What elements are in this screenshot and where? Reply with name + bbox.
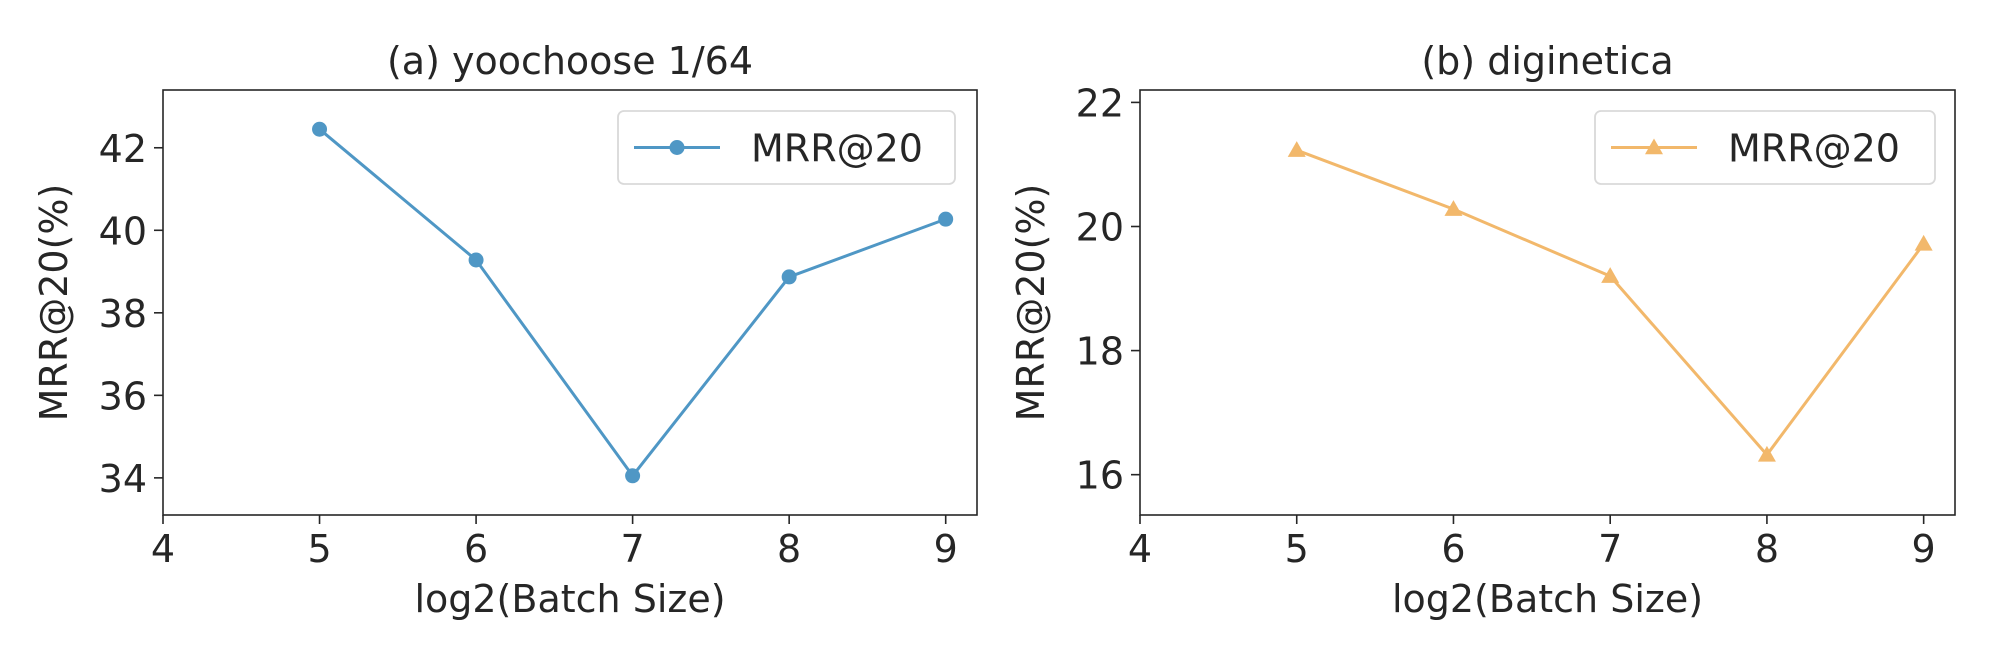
x-tick-label: 5	[307, 527, 331, 571]
y-tick-label: 20	[1076, 205, 1124, 249]
x-axis-label: log2(Batch Size)	[414, 577, 725, 621]
legend-marker	[669, 140, 685, 155]
legend-label: MRR@20	[1728, 127, 1900, 171]
y-tick-label: 38	[99, 292, 147, 336]
data-point	[1757, 445, 1776, 462]
y-tick-label: 42	[99, 127, 147, 171]
plot-frame	[1139, 89, 1956, 516]
y-axis-label: MRR@20(%)	[32, 184, 76, 422]
chart-title: (b) diginetica	[1421, 39, 1673, 83]
data-point	[1601, 267, 1620, 283]
data-point	[938, 211, 954, 227]
x-tick-label: 8	[777, 527, 801, 571]
x-tick-label: 7	[621, 527, 645, 571]
data-point	[1914, 234, 1933, 251]
x-tick-label: 4	[151, 527, 175, 571]
data-point	[781, 269, 797, 285]
x-tick-label: 9	[1912, 527, 1936, 571]
plot-frame	[162, 89, 978, 516]
data-point	[312, 121, 328, 137]
x-tick-label: 5	[1285, 527, 1309, 571]
y-tick-label: 34	[99, 457, 147, 501]
x-tick-label: 8	[1755, 527, 1779, 571]
data-point	[468, 252, 484, 268]
x-tick-label: 9	[934, 527, 958, 571]
x-tick-label: 6	[1441, 527, 1465, 571]
x-tick-label: 4	[1128, 527, 1152, 571]
y-tick-label: 18	[1076, 330, 1124, 374]
data-point	[1444, 200, 1463, 216]
y-axis-label: MRR@20(%)	[1009, 184, 1053, 422]
y-tick-label: 40	[99, 209, 147, 253]
chart-b: (b) diginetica 4 5 6 7 8 9 16 18 20 22 log2(Batch S…	[1009, 39, 1956, 621]
legend-box	[1594, 110, 1936, 185]
x-tick-label: 7	[1598, 527, 1622, 571]
data-point	[1287, 141, 1306, 157]
data-point	[625, 468, 641, 484]
y-tick-label: 22	[1076, 81, 1124, 125]
legend-label: MRR@20	[751, 127, 923, 171]
chart-a: (a) yoochoose 1/64 4 5 6 7 8 9 34 36 38 40 42 log2(B…	[32, 39, 978, 621]
x-tick-label: 6	[464, 527, 488, 571]
legend-box	[617, 110, 956, 185]
x-axis-label: log2(Batch Size)	[1392, 577, 1703, 621]
y-tick-label: 36	[99, 374, 147, 418]
chart-title: (a) yoochoose 1/64	[387, 39, 753, 83]
legend-marker	[1645, 138, 1663, 155]
series-line	[1296, 148, 1925, 458]
y-tick-label: 16	[1076, 454, 1124, 498]
